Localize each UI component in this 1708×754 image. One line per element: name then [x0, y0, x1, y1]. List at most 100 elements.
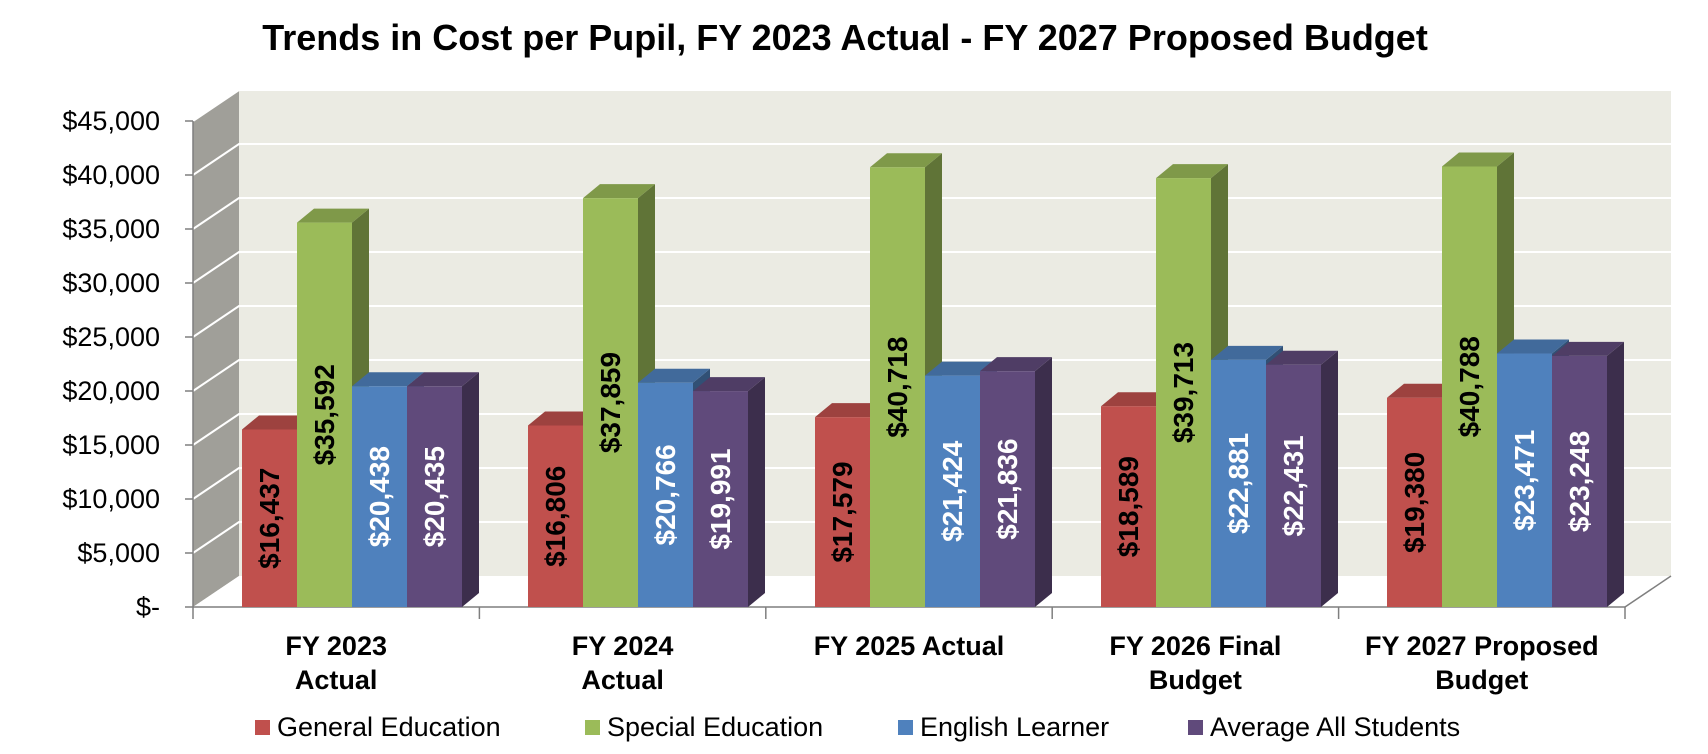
- y-tick-label: $-: [136, 592, 160, 622]
- bar-front: [638, 382, 693, 607]
- x-tick-label: Budget: [1435, 665, 1528, 695]
- chart-title: Trends in Cost per Pupil, FY 2023 Actual…: [262, 17, 1428, 58]
- y-tick-label: $35,000: [62, 214, 160, 244]
- legend-swatch: [585, 720, 600, 735]
- legend-label: Special Education: [607, 712, 823, 742]
- legend-label: General Education: [277, 712, 501, 742]
- bar-top: [1156, 164, 1228, 179]
- x-tick-label: FY 2025 Actual: [814, 631, 1005, 661]
- y-axis: $- $5,000 $10,000 $15,000 $20,000 $25,000 $30,…: [62, 106, 194, 622]
- bar-top: [242, 415, 314, 430]
- x-tick-label: FY 2024: [572, 631, 674, 661]
- x-tick-label: FY 2026 Final: [1109, 631, 1281, 661]
- bar-front: [1552, 355, 1607, 607]
- bar-side: [1321, 350, 1338, 607]
- bar-front: [352, 386, 407, 607]
- bar-top: [1497, 339, 1569, 354]
- bar-side: [1607, 341, 1624, 607]
- bar: [1266, 350, 1338, 607]
- bar-top: [583, 184, 655, 199]
- y-tick-label: $40,000: [62, 160, 160, 190]
- x-axis: FY 2023 Actual FY 2024 Actual FY 2025 Actual…: [192, 575, 1672, 695]
- bar-top: [638, 368, 710, 383]
- bar: [1552, 341, 1624, 607]
- bar-front: [1101, 406, 1156, 607]
- data-label: $40,718: [882, 337, 913, 438]
- legend-item: Average All Students: [1188, 712, 1460, 742]
- bar-top: [925, 361, 997, 376]
- bar-side: [1035, 357, 1052, 607]
- legend-label: English Learner: [920, 712, 1109, 742]
- data-label: $20,435: [419, 446, 450, 547]
- floor-edge: [1624, 575, 1672, 608]
- data-label: $18,589: [1113, 456, 1144, 557]
- data-label: $21,424: [937, 440, 968, 542]
- y-tick-label: $10,000: [62, 484, 160, 514]
- bar-top: [1442, 152, 1514, 167]
- data-label: $21,836: [992, 438, 1023, 539]
- y-tick-label: $30,000: [62, 268, 160, 298]
- y-tick-label: $25,000: [62, 322, 160, 352]
- bar-front: [242, 429, 297, 607]
- bar-front: [1497, 353, 1552, 607]
- x-tick-label: FY 2027 Proposed: [1365, 631, 1599, 661]
- data-label: $23,471: [1509, 430, 1540, 531]
- legend-swatch: [1188, 720, 1203, 735]
- bar-top: [1387, 383, 1459, 398]
- y-tick-label: $45,000: [62, 106, 160, 136]
- bar-top: [1552, 341, 1624, 356]
- legend-label: Average All Students: [1210, 712, 1460, 742]
- legend-item: English Learner: [898, 712, 1109, 742]
- data-label: $23,248: [1564, 431, 1595, 532]
- bar-top: [528, 411, 600, 426]
- data-label: $16,437: [254, 468, 285, 569]
- data-label: $20,766: [650, 444, 681, 545]
- bar-front: [583, 198, 638, 607]
- x-tick-label: Actual: [581, 665, 664, 695]
- data-label: $20,438: [364, 446, 395, 547]
- data-label: $19,380: [1399, 452, 1430, 553]
- bar-front: [1211, 359, 1266, 607]
- y-tick-label: $15,000: [62, 430, 160, 460]
- gridline: [192, 143, 1671, 176]
- bar-top: [407, 372, 479, 387]
- y-tick-label: $20,000: [62, 376, 160, 406]
- legend-swatch: [255, 720, 270, 735]
- bar: [407, 372, 479, 607]
- bar-front: [1266, 364, 1321, 607]
- bar-top: [1101, 392, 1173, 407]
- bar-front: [925, 375, 980, 607]
- bar-front: [815, 417, 870, 607]
- bar-top: [870, 153, 942, 168]
- data-label: $40,788: [1454, 336, 1485, 437]
- data-labels: $16,437 $35,592 $20,438 $20,435 $16,806 $37,8…: [254, 336, 1595, 569]
- bar-front: [980, 371, 1035, 607]
- x-tick-label: Actual: [295, 665, 378, 695]
- bar-top: [297, 208, 369, 223]
- bar-front: [693, 391, 748, 607]
- gridline: [192, 89, 1671, 122]
- x-tick-label: FY 2023: [285, 631, 387, 661]
- data-label: $16,806: [540, 466, 571, 567]
- legend-swatch: [898, 720, 913, 735]
- bar-top: [1211, 345, 1283, 360]
- y-tick-label: $5,000: [77, 538, 160, 568]
- bar-top: [1266, 350, 1338, 365]
- bar: [980, 357, 1052, 607]
- data-label: $39,713: [1168, 342, 1199, 443]
- bar-top: [815, 403, 887, 418]
- bars: [242, 152, 1624, 608]
- bar-front: [1156, 178, 1211, 607]
- bar-front: [870, 167, 925, 607]
- data-label: $17,579: [827, 461, 858, 562]
- data-label: $35,592: [309, 364, 340, 465]
- bar-front: [1442, 166, 1497, 607]
- legend-item: General Education: [255, 712, 501, 742]
- bar-front: [297, 222, 352, 608]
- legend-item: Special Education: [585, 712, 823, 742]
- data-label: $19,991: [705, 448, 736, 549]
- side-wall: [193, 90, 239, 607]
- bar-front: [528, 425, 583, 607]
- bar-top: [980, 357, 1052, 372]
